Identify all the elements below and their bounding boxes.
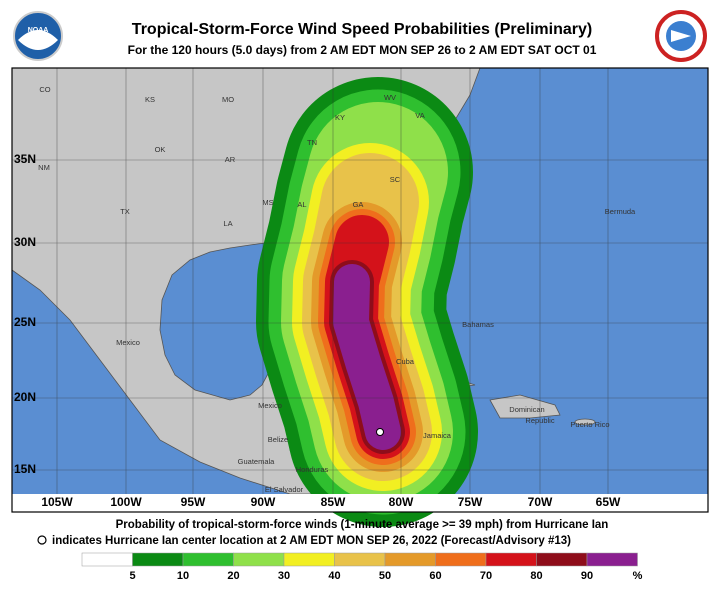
place-label: El Salvador [265, 485, 304, 494]
lon-label: 105W [41, 495, 73, 509]
legend-tick: 20 [227, 570, 239, 582]
place-label: WV [384, 93, 396, 102]
footer-line2: indicates Hurricane Ian center location … [52, 535, 571, 547]
legend-unit: % [633, 570, 643, 582]
storm-center [376, 428, 384, 436]
subtitle: For the 120 hours (5.0 days) from 2 AM E… [128, 43, 597, 57]
contour-band [333, 264, 401, 450]
place-label: Bermuda [605, 207, 636, 216]
legend-tick: 5 [129, 570, 135, 582]
lon-label: 70W [528, 495, 553, 509]
place-label: KS [145, 95, 155, 104]
place-label: AR [225, 155, 236, 164]
probability-contours [256, 77, 478, 527]
place-label: Bahamas [462, 320, 494, 329]
legend-swatch [81, 552, 133, 567]
place-label: OK [155, 145, 166, 154]
place-label: Belize [268, 435, 288, 444]
legend-tick: 70 [480, 570, 492, 582]
lon-label: 90W [251, 495, 276, 509]
place-label: Guatemala [238, 457, 276, 466]
map-frame [11, 67, 709, 513]
legend-tick: 60 [429, 570, 441, 582]
map: 35N 30N 25N 20N 15N 105W 100W 95W 90W 85W 80W 75W 70… [11, 67, 709, 527]
lat-label: 35N [14, 152, 36, 166]
place-label: Mexico [116, 338, 140, 347]
legend-swatch [233, 552, 285, 567]
lon-label: 100W [110, 495, 142, 509]
title: Tropical-Storm-Force Wind Speed Probabil… [132, 21, 592, 38]
lon-label: 65W [596, 495, 621, 509]
center-symbol [37, 535, 47, 545]
legend-tick: 40 [328, 570, 340, 582]
grid [12, 68, 708, 494]
place-label: CO [39, 85, 50, 94]
legend-tick: 90 [581, 570, 593, 582]
lon-label: 80W [389, 495, 414, 509]
hispaniola [489, 394, 561, 419]
legend-tick: 80 [530, 570, 542, 582]
lat-label: 30N [14, 235, 36, 249]
lat-label: 25N [14, 315, 36, 329]
place-label: Mexico [258, 401, 282, 410]
place-label: VA [415, 111, 424, 120]
nws-logo [655, 10, 707, 62]
legend-swatch [283, 552, 335, 567]
place-label: TX [120, 207, 130, 216]
place-label: AL [297, 200, 306, 209]
legend: 5 10 20 30 40 50 60 70 80 90% [81, 552, 643, 582]
legend-swatch [586, 552, 638, 567]
place-label: Republic [525, 416, 554, 425]
lon-label: 75W [458, 495, 483, 509]
place-label: Honduras [296, 465, 329, 474]
footer-line1: Probability of tropical-storm-force wind… [116, 519, 609, 531]
lon-label: 95W [181, 495, 206, 509]
place-label: MS [262, 198, 273, 207]
place-label: GA [353, 200, 364, 209]
place-label: Puerto Rico [570, 420, 609, 429]
legend-swatch [384, 552, 436, 567]
place-label: Cuba [396, 357, 415, 366]
legend-tick: 10 [177, 570, 189, 582]
place-label: Dominican [509, 405, 544, 414]
lon-strip [12, 494, 708, 512]
place-label: MO [222, 95, 234, 104]
logo-text: NOAA [28, 27, 49, 34]
legend-swatch [182, 552, 234, 567]
legend-tick: 30 [278, 570, 290, 582]
noaa-logo: NOAA [13, 11, 63, 61]
legend-swatch [132, 552, 184, 567]
place-label: Jamaica [423, 431, 452, 440]
legend-swatch [334, 552, 386, 567]
lon-label: 85W [321, 495, 346, 509]
place-label: LA [223, 219, 232, 228]
place-label: SC [390, 175, 401, 184]
lat-label: 20N [14, 390, 36, 404]
lat-label: 15N [14, 462, 36, 476]
puerto-rico [574, 418, 596, 426]
legend-swatch [536, 552, 588, 567]
legend-swatch [435, 552, 487, 567]
place-label: NM [38, 163, 50, 172]
place-label: KY [335, 113, 345, 122]
legend-swatch [485, 552, 537, 567]
legend-tick: 50 [379, 570, 391, 582]
place-label: TN [307, 138, 317, 147]
